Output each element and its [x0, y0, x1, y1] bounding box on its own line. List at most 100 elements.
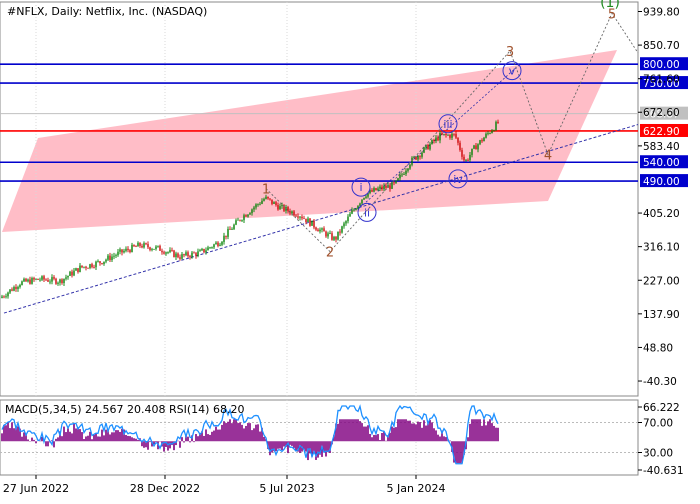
- y-tick-label: 137.90: [643, 309, 680, 321]
- candle-body: [105, 260, 106, 262]
- candle-body: [475, 145, 476, 149]
- macd-histogram-bar: [67, 428, 69, 441]
- candle-body: [489, 133, 490, 134]
- price-level-label: 490.00: [643, 176, 680, 188]
- candle-body: [149, 247, 150, 250]
- macd-histogram-bar: [61, 436, 63, 441]
- macd-histogram-bar: [47, 441, 49, 446]
- macd-histogram-bar: [423, 420, 425, 441]
- candle-body: [337, 232, 338, 240]
- candle-body: [409, 165, 410, 169]
- candle-body: [477, 144, 478, 149]
- macd-histogram-bar: [113, 432, 115, 441]
- candle-body: [451, 134, 452, 138]
- macd-histogram-bar: [231, 423, 233, 441]
- macd-histogram-bar: [425, 426, 427, 442]
- x-tick-label: 5 Jul 2023: [259, 482, 314, 495]
- macd-histogram-bar: [369, 434, 371, 441]
- macd-histogram-bar: [275, 441, 277, 451]
- candle-body: [179, 257, 180, 259]
- candle-body: [35, 279, 36, 280]
- macd-histogram-bar: [203, 436, 205, 441]
- candle-body: [467, 160, 468, 161]
- macd-histogram-bar: [289, 441, 291, 445]
- macd-histogram-bar: [5, 425, 7, 441]
- candle-body: [293, 211, 294, 215]
- y-tick-label: 850.70: [643, 40, 680, 52]
- candle-body: [43, 276, 44, 279]
- candle-body: [221, 242, 222, 245]
- candle-body: [401, 174, 402, 175]
- candle-body: [7, 293, 8, 297]
- candle-body: [453, 134, 454, 135]
- candle-body: [187, 252, 188, 256]
- macd-histogram-bar: [479, 419, 481, 441]
- y-tick-label: 316.10: [643, 242, 680, 254]
- macd-histogram-bar: [489, 419, 491, 441]
- candle-body: [15, 287, 16, 289]
- macd-histogram-bar: [207, 434, 209, 441]
- indicator-tick-label: 66.222: [643, 402, 680, 414]
- candle-body: [95, 262, 96, 268]
- candle-body: [33, 278, 34, 280]
- macd-histogram-bar: [79, 429, 81, 441]
- candle-body: [439, 133, 440, 140]
- candle-body: [17, 287, 18, 289]
- candle-body: [323, 228, 324, 231]
- macd-histogram-bar: [167, 441, 169, 450]
- candle-body: [141, 246, 142, 247]
- candle-body: [313, 221, 314, 228]
- wave-label: 4: [544, 149, 552, 164]
- candle-body: [415, 157, 416, 160]
- candle-body: [419, 156, 420, 157]
- candle-body: [275, 202, 276, 205]
- indicator-title: MACD(5,34,5) 24.567 20.408 RSI(14) 68.20: [5, 403, 244, 416]
- candle-body: [361, 200, 362, 204]
- macd-histogram-bar: [93, 435, 95, 441]
- macd-histogram-bar: [63, 427, 65, 442]
- candle-body: [87, 268, 88, 269]
- macd-histogram-bar: [367, 425, 369, 441]
- candle-body: [359, 203, 360, 205]
- macd-histogram-bar: [81, 432, 83, 441]
- candle-body: [243, 215, 244, 220]
- macd-histogram-bar: [399, 419, 401, 441]
- candle-body: [213, 244, 214, 247]
- candle-body: [445, 134, 446, 135]
- macd-histogram-bar: [169, 441, 171, 448]
- candle-body: [185, 252, 186, 255]
- macd-histogram-bar: [339, 419, 341, 441]
- candle-body: [287, 207, 288, 211]
- macd-histogram-bar: [89, 432, 91, 441]
- candle-body: [201, 249, 202, 250]
- macd-histogram-bar: [65, 432, 67, 441]
- candle-body: [73, 271, 74, 276]
- macd-histogram-bar: [227, 422, 229, 441]
- macd-histogram-bar: [435, 430, 437, 441]
- candle-body: [263, 199, 264, 201]
- candle-body: [155, 247, 156, 249]
- candle-body: [171, 250, 172, 251]
- candle-body: [317, 230, 318, 232]
- wave-label: iv: [453, 173, 463, 186]
- candle-body: [219, 245, 220, 246]
- macd-histogram-bar: [431, 422, 433, 441]
- candle-body: [153, 249, 154, 250]
- macd-histogram-bar: [487, 421, 489, 441]
- candle-body: [125, 249, 126, 251]
- macd-histogram-bar: [379, 440, 381, 441]
- candle-body: [429, 144, 430, 149]
- candle-body: [407, 169, 408, 171]
- wave-label: 3: [506, 45, 514, 60]
- candle-body: [151, 249, 152, 250]
- macd-histogram-bar: [421, 428, 423, 441]
- candle-body: [461, 150, 462, 157]
- candle-body: [397, 178, 398, 180]
- macd-histogram-bar: [471, 419, 473, 441]
- candle-body: [271, 199, 272, 203]
- candle-body: [249, 213, 250, 214]
- macd-histogram-bar: [101, 430, 103, 442]
- macd-histogram-bar: [215, 427, 217, 442]
- candle-body: [303, 218, 304, 219]
- macd-histogram-bar: [295, 441, 297, 451]
